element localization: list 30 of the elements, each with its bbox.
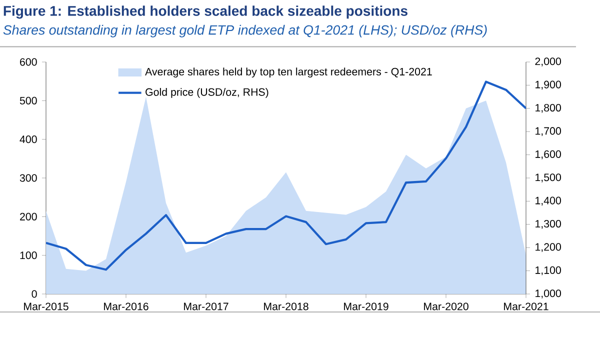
x-tick-label: Mar-2019 — [344, 302, 388, 310]
x-tick-label: Mar-2020 — [424, 302, 468, 310]
x-tick-label: Mar-2015 — [24, 302, 68, 310]
y-tick-label: 600 — [20, 58, 37, 66]
legend-label: Average shares held by top ten largest redeemers - Q1-2021 — [145, 68, 432, 78]
y-tick-label: 400 — [20, 136, 37, 144]
x-tick-label: Mar-2021 — [504, 302, 548, 310]
y-tick-label: 500 — [20, 96, 37, 104]
y2-tick-label: 1,200 — [536, 243, 561, 252]
x-tick-label: Mar-2016 — [104, 302, 148, 310]
line-series — [46, 80, 526, 271]
y2-tick-label: 1,400 — [536, 196, 561, 206]
y-tick-label: 200 — [20, 212, 37, 220]
y2-tick-label: 1,600 — [536, 150, 561, 160]
y2-tick-label: 1,000 — [536, 290, 561, 298]
y-tick-label: 100 — [20, 252, 37, 260]
y2-tick-label: 1,500 — [536, 174, 561, 182]
chart-title: Figure 1: Established holders scaled back sizeable positions — [4, 6, 408, 19]
y-tick-label: 0 — [32, 290, 37, 298]
chart-subtitle: Shares outstanding in largest gold ETP indexed at Q1-2021 (LHS); USD/oz (RHS) — [3, 24, 487, 38]
y2-tick-label: 1,700 — [536, 127, 561, 136]
y2-tick-label: 2,000 — [535, 58, 561, 66]
y2-tick-label: 1,800 — [536, 104, 561, 113]
legend-label: Gold price (USD/oz, RHS) — [146, 88, 268, 98]
y-tick-label: 300 — [20, 174, 37, 182]
y2-tick-label: 1,100 — [536, 266, 561, 276]
y2-tick-label: 1,900 — [536, 80, 561, 90]
y2-tick-label: 1,300 — [536, 220, 561, 229]
x-tick-label: Mar-2018 — [264, 302, 308, 310]
x-tick-label: Mar-2017 — [184, 302, 228, 310]
